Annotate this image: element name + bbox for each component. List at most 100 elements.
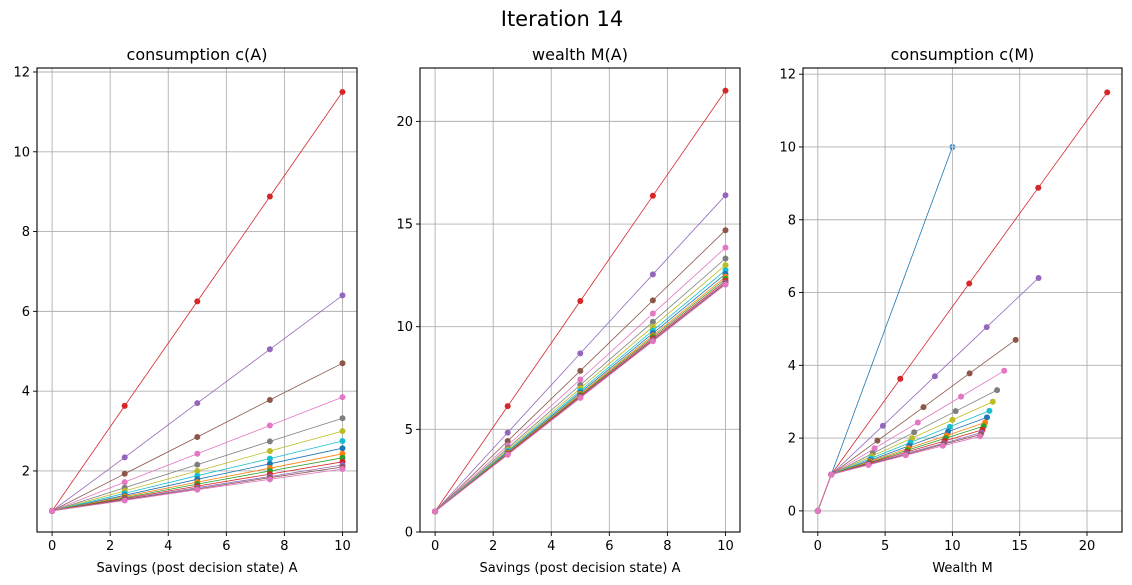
x-tick-label: 6 (605, 539, 613, 554)
data-point (920, 404, 927, 411)
data-point (911, 429, 918, 436)
data-point (577, 298, 584, 305)
data-point (983, 324, 990, 331)
data-point (1012, 336, 1019, 343)
y-tick-label: 20 (396, 115, 413, 130)
data-point (339, 428, 346, 435)
data-point (266, 346, 273, 353)
y-tick-label: 0 (405, 526, 413, 541)
data-point (266, 422, 273, 429)
y-tick-label: 5 (405, 423, 413, 438)
data-point (194, 486, 201, 493)
data-point (939, 442, 946, 449)
data-point (49, 507, 56, 514)
data-point (577, 350, 584, 357)
x-axis-label: Savings (post decision state) A (97, 561, 298, 576)
data-point (952, 408, 959, 415)
data-point (194, 461, 201, 468)
data-point (432, 508, 439, 515)
data-point (339, 292, 346, 299)
x-tick-label: 2 (106, 539, 114, 554)
y-tick-label: 4 (788, 359, 796, 374)
series-series-3 (432, 227, 729, 515)
data-point (194, 400, 201, 407)
axes-title: consumption c(M) (891, 45, 1035, 64)
x-tick-label: 0 (814, 539, 822, 554)
data-point (722, 281, 729, 288)
x-tick-label: 5 (881, 539, 889, 554)
series-series-4 (49, 394, 346, 514)
y-tick-label: 0 (788, 504, 796, 519)
data-point (649, 318, 656, 325)
data-point (902, 452, 909, 459)
plot-area (814, 89, 1111, 514)
data-point (504, 438, 511, 445)
data-point (339, 88, 346, 95)
y-tick-label: 8 (788, 213, 796, 228)
data-point (266, 460, 273, 467)
data-point (722, 192, 729, 199)
y-tick-label: 10 (13, 145, 30, 160)
data-point (949, 143, 956, 150)
series-series-1 (814, 89, 1111, 514)
data-point (266, 476, 273, 483)
series-series-2 (432, 192, 729, 515)
data-point (874, 437, 881, 444)
x-tick-label: 10 (334, 539, 351, 554)
data-point (339, 360, 346, 367)
panel-wealth-m-of-a: 0 2 4 6 8 10 0 5 10 15 20 wealth M(A) Savings (post … (396, 45, 741, 576)
series-series-3 (814, 336, 1019, 514)
data-point (339, 415, 346, 422)
data-point (722, 227, 729, 234)
y-tick-label: 10 (779, 140, 796, 155)
data-point (949, 416, 956, 423)
series-series-5 (432, 255, 729, 515)
series-series-4 (432, 244, 729, 515)
data-point (983, 414, 990, 421)
series-series-2 (814, 274, 1042, 514)
y-tick-label: 12 (779, 68, 796, 83)
y-tick-label: 15 (396, 218, 413, 233)
data-point (989, 398, 996, 405)
data-point (946, 423, 953, 430)
data-point (722, 244, 729, 251)
y-tick-label: 2 (22, 464, 30, 479)
y-tick-label: 6 (788, 286, 796, 301)
plot-area (432, 87, 729, 515)
data-point (958, 393, 965, 400)
data-point (504, 429, 511, 436)
data-point (504, 403, 511, 410)
data-point (266, 438, 273, 445)
data-point (504, 451, 511, 458)
data-point (931, 373, 938, 380)
data-point (879, 422, 886, 429)
data-point (649, 271, 656, 278)
series-line (817, 277, 1039, 512)
data-point (1104, 89, 1111, 96)
panel-consumption-c-of-m: 0 5 10 15 20 0 2 4 6 8 10 12 consumption c(M) Wealth … (779, 45, 1123, 576)
x-axis-label: Wealth M (932, 561, 992, 576)
y-tick-label: 8 (22, 225, 30, 240)
data-point (865, 462, 872, 469)
series-series-14 (49, 465, 346, 514)
data-point (577, 367, 584, 374)
data-point (121, 470, 128, 477)
axes-frame (36, 67, 358, 533)
data-point (828, 471, 835, 478)
data-point (897, 375, 904, 382)
data-point (266, 448, 273, 455)
x-tick-label: 2 (489, 539, 497, 554)
data-point (577, 394, 584, 401)
axes-title: consumption c(A) (127, 45, 268, 64)
data-point (966, 280, 973, 287)
y-tick-label: 4 (22, 385, 30, 400)
series-series-8 (814, 414, 990, 514)
x-tick-label: 6 (222, 539, 230, 554)
data-point (814, 507, 821, 514)
x-tick-label: 10 (944, 539, 961, 554)
series-line (817, 435, 981, 512)
data-point (194, 467, 201, 474)
data-point (914, 419, 921, 426)
axes-title: wealth M(A) (532, 45, 628, 64)
